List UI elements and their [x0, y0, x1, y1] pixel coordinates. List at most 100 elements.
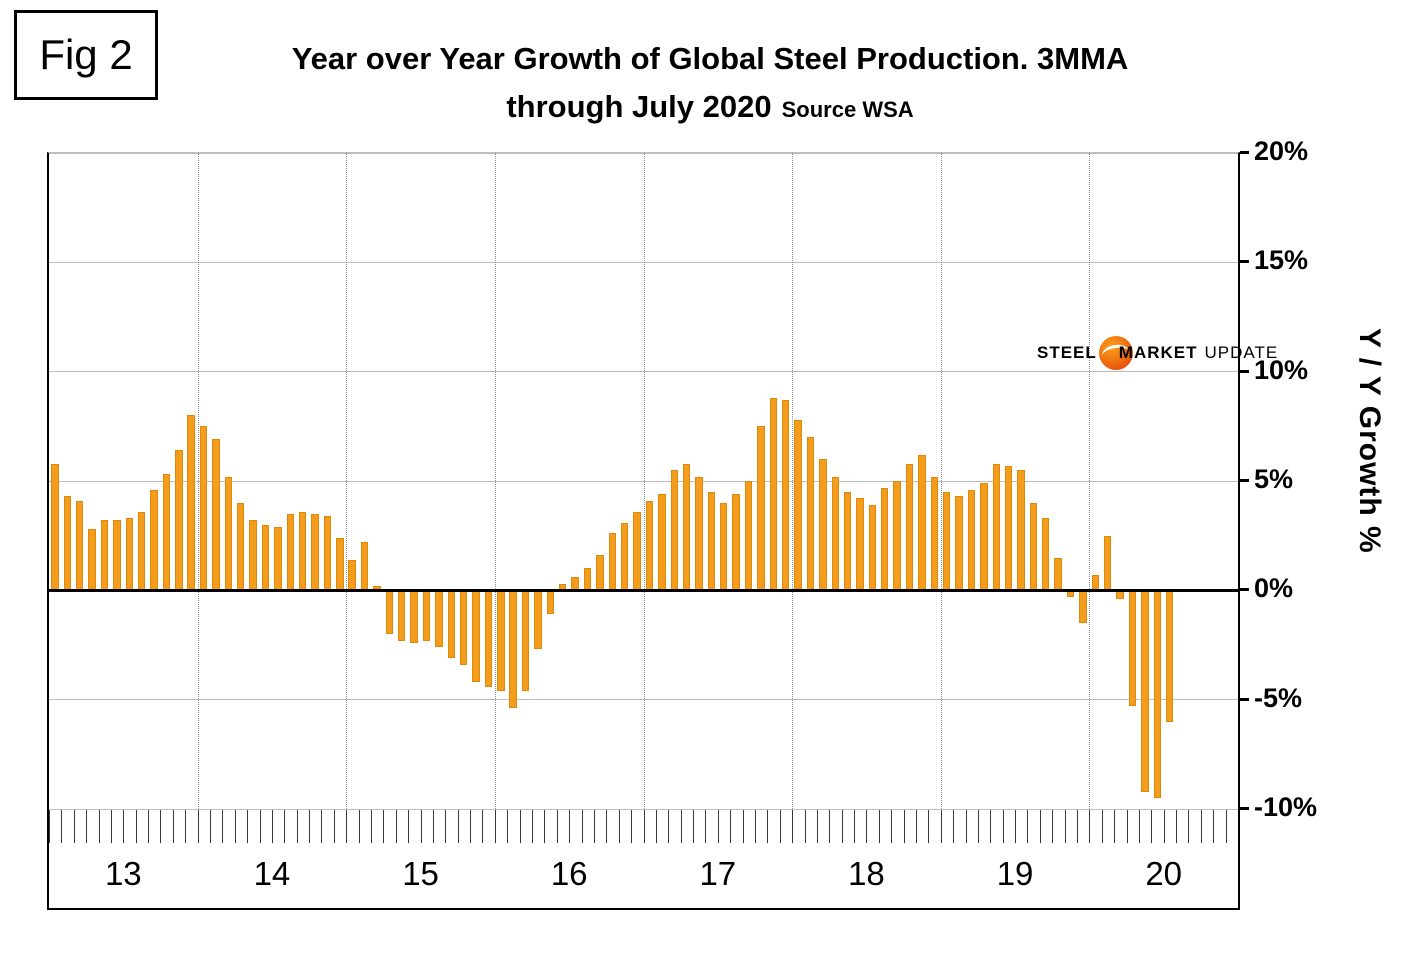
chart-title-line2: through July 2020 Source WSA	[100, 86, 1320, 128]
bar	[980, 483, 988, 591]
month-tick	[1064, 809, 1066, 843]
bar	[459, 590, 468, 665]
month-tick	[1176, 809, 1178, 843]
year-label: 18	[848, 855, 885, 892]
month-tick	[569, 809, 571, 843]
bar	[385, 590, 394, 635]
month-tick	[1114, 809, 1116, 843]
month-tick	[643, 809, 645, 843]
month-tick	[470, 809, 472, 843]
bar	[286, 513, 294, 591]
y-tick-label: 5%	[1254, 464, 1294, 494]
month-tick	[86, 809, 88, 843]
month-tick	[754, 809, 756, 843]
bar	[1029, 502, 1038, 591]
gridline-year-boundary	[643, 153, 645, 809]
month-tick	[395, 809, 397, 843]
month-tick	[730, 809, 732, 843]
month-tick	[383, 809, 385, 843]
bar	[63, 496, 72, 591]
bar	[187, 415, 195, 591]
month-tick	[1151, 809, 1153, 843]
bar	[868, 505, 877, 591]
bar	[1165, 590, 1174, 722]
bar	[757, 426, 765, 591]
bar	[150, 489, 158, 591]
month-tick-band	[49, 809, 1238, 843]
bar	[348, 559, 356, 591]
y-tick-label: 0%	[1254, 573, 1294, 604]
y-tick-label: -5%	[1254, 682, 1303, 713]
bar	[199, 426, 208, 591]
bar	[930, 476, 939, 591]
bar	[435, 590, 443, 648]
month-tick	[321, 809, 323, 843]
year-label: 14	[253, 855, 291, 892]
month-tick	[891, 809, 893, 843]
gridline-year-boundary	[197, 153, 199, 809]
bar	[744, 481, 753, 591]
bar	[1042, 518, 1050, 591]
month-tick	[668, 809, 670, 843]
month-tick	[680, 809, 682, 843]
month-tick	[841, 809, 843, 843]
bar	[781, 400, 790, 591]
bar	[831, 476, 839, 591]
gridline-horizontal	[49, 808, 1238, 810]
month-tick	[779, 809, 781, 843]
month-tick	[73, 809, 75, 843]
bar	[1017, 470, 1025, 591]
gridline-year-boundary	[940, 153, 942, 809]
bar	[720, 502, 728, 591]
month-tick	[717, 809, 719, 843]
month-tick	[1089, 809, 1091, 843]
month-tick	[1015, 809, 1017, 843]
y-axis-labels: 20% 15% 10% 5% 0% -5% -10%	[1240, 0, 1420, 973]
bar	[583, 568, 592, 591]
year-label-row: 13 14 15 16 17 18 19 20	[49, 843, 1238, 905]
month-tick	[1126, 809, 1128, 843]
month-tick	[915, 809, 917, 843]
plot-area	[49, 152, 1238, 810]
month-tick	[1076, 809, 1078, 843]
bar	[237, 502, 245, 591]
figure-number-box: Fig 2	[14, 10, 158, 100]
y-tick-mark	[1240, 151, 1249, 154]
month-tick	[408, 809, 410, 843]
month-tick	[742, 809, 744, 843]
month-tick	[606, 809, 608, 843]
month-tick	[953, 809, 955, 843]
bar	[76, 500, 84, 591]
smu-logo: STEEL MARKET UPDATE	[1037, 333, 1278, 373]
bar	[992, 463, 1000, 591]
bar	[658, 494, 666, 591]
bar	[1128, 590, 1137, 707]
month-tick	[457, 809, 459, 843]
month-tick	[1200, 809, 1202, 843]
month-tick	[965, 809, 967, 843]
y-axis-title: Y / Y Growth %	[1353, 328, 1386, 554]
bar	[546, 590, 555, 615]
month-tick	[1163, 809, 1165, 843]
bar	[398, 590, 406, 641]
logo-steel-text: STEEL	[1037, 343, 1097, 362]
y-tick-label: -10%	[1254, 792, 1318, 822]
month-tick	[532, 809, 534, 843]
month-tick	[494, 809, 496, 843]
month-tick	[792, 809, 794, 843]
bar	[422, 590, 431, 641]
bar	[472, 590, 480, 683]
bar	[212, 439, 220, 591]
bar	[534, 590, 542, 650]
month-tick	[829, 809, 831, 843]
bar	[311, 513, 319, 591]
month-tick	[1039, 809, 1041, 843]
year-label: 13	[104, 855, 142, 892]
month-tick	[928, 809, 930, 843]
month-tick	[866, 809, 868, 843]
bar	[224, 476, 233, 591]
logo-market-text: MARKET	[1118, 343, 1198, 362]
month-tick	[507, 809, 509, 843]
bar	[1054, 557, 1062, 591]
bar	[274, 526, 282, 591]
